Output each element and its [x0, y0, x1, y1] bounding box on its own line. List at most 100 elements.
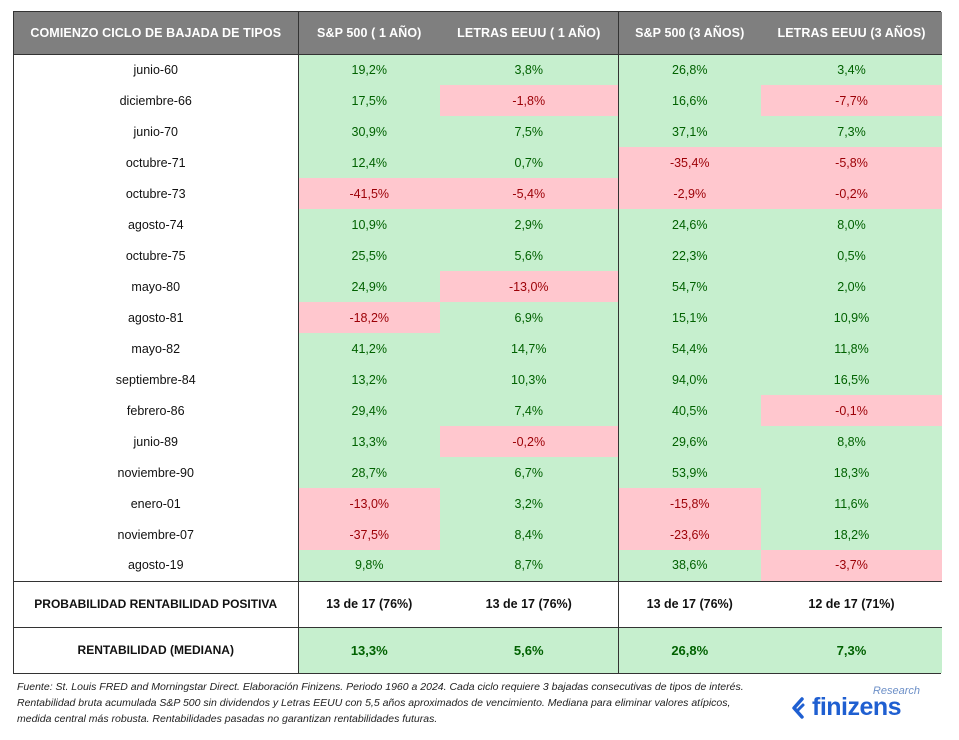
value-cell-sp500-3y: 29,6% [617, 426, 761, 457]
value-cell-sp500-1y: 9,8% [297, 550, 440, 581]
value-cell-sp500-1y: 17,5% [297, 85, 440, 116]
value-cell-letras-1y: 7,5% [440, 116, 618, 147]
table-row: octubre-75 25,5% 5,6% 22,3% 0,5% [14, 240, 942, 271]
logo-wordmark: finizens [812, 693, 902, 721]
value-cell-letras-3y: 0,5% [761, 240, 942, 271]
value-cell-letras-1y: 8,4% [440, 519, 618, 550]
value-cell-letras-1y: 10,3% [440, 364, 618, 395]
table-row: septiembre-84 13,2% 10,3% 94,0% 16,5% [14, 364, 942, 395]
value-cell-letras-1y: 8,7% [440, 550, 618, 581]
period-cell: enero-01 [14, 488, 298, 519]
probability-row: PROBABILIDAD RENTABILIDAD POSITIVA 13 de… [14, 580, 942, 627]
value-cell-sp500-1y: 10,9% [297, 209, 440, 240]
value-cell-letras-3y: -0,2% [761, 178, 942, 209]
table-row: junio-89 13,3% -0,2% 29,6% 8,8% [14, 426, 942, 457]
value-cell-letras-3y: 11,6% [761, 488, 942, 519]
probability-letras-1y: 13 de 17 (76%) [440, 580, 618, 627]
period-cell: agosto-19 [14, 550, 298, 581]
probability-sp500-1y: 13 de 17 (76%) [297, 580, 440, 627]
value-cell-letras-3y: -3,7% [761, 550, 942, 581]
table-row: junio-60 19,2% 3,8% 26,8% 3,4% [14, 54, 942, 85]
median-sp500-1y: 13,3% [297, 626, 440, 673]
period-cell: mayo-82 [14, 333, 298, 364]
table-row: agosto-19 9,8% 8,7% 38,6% -3,7% [14, 550, 942, 581]
value-cell-letras-3y: 18,2% [761, 519, 942, 550]
value-cell-letras-3y: 10,9% [761, 302, 942, 333]
value-cell-letras-3y: 2,0% [761, 271, 942, 302]
value-cell-sp500-3y: 54,4% [617, 333, 761, 364]
header-sp500-1y: S&P 500 ( 1 AÑO) [297, 12, 440, 55]
median-letras-1y: 5,6% [440, 626, 618, 673]
probability-letras-3y: 12 de 17 (71%) [761, 580, 942, 627]
value-cell-letras-3y: 7,3% [761, 116, 942, 147]
table-row: enero-01 -13,0% 3,2% -15,8% 11,6% [14, 488, 942, 519]
value-cell-sp500-1y: 41,2% [297, 333, 440, 364]
value-cell-letras-3y: 8,8% [761, 426, 942, 457]
median-letras-3y: 7,3% [761, 626, 942, 673]
table-row: agosto-81 -18,2% 6,9% 15,1% 10,9% [14, 302, 942, 333]
value-cell-sp500-3y: 40,5% [617, 395, 761, 426]
source-footnote: Fuente: St. Louis FRED and Morningstar D… [17, 681, 744, 725]
value-cell-sp500-3y: -35,4% [617, 147, 761, 178]
value-cell-sp500-3y: 53,9% [617, 457, 761, 488]
value-cell-sp500-1y: 13,2% [297, 364, 440, 395]
value-cell-letras-3y: 8,0% [761, 209, 942, 240]
table-row: octubre-71 12,4% 0,7% -35,4% -5,8% [14, 147, 942, 178]
table-row: noviembre-07 -37,5% 8,4% -23,6% 18,2% [14, 519, 942, 550]
value-cell-sp500-1y: -37,5% [297, 519, 440, 550]
table-row: junio-70 30,9% 7,5% 37,1% 7,3% [14, 116, 942, 147]
value-cell-sp500-1y: 19,2% [297, 54, 440, 85]
probability-label: PROBABILIDAD RENTABILIDAD POSITIVA [14, 580, 298, 627]
period-cell: junio-60 [14, 54, 298, 85]
value-cell-sp500-1y: 25,5% [297, 240, 440, 271]
header-sp500-3y: S&P 500 (3 AÑOS) [617, 12, 761, 55]
value-cell-letras-3y: 3,4% [761, 54, 942, 85]
period-cell: octubre-75 [14, 240, 298, 271]
table-header-row: COMIENZO CICLO DE BAJADA DE TIPOS S&P 50… [14, 12, 942, 55]
period-cell: junio-89 [14, 426, 298, 457]
header-period: COMIENZO CICLO DE BAJADA DE TIPOS [14, 12, 298, 55]
value-cell-letras-3y: 16,5% [761, 364, 942, 395]
header-letras-3y: LETRAS EEUU (3 AÑOS) [761, 12, 942, 55]
value-cell-letras-1y: 14,7% [440, 333, 618, 364]
value-cell-letras-1y: -1,8% [440, 85, 618, 116]
value-cell-letras-3y: 18,3% [761, 457, 942, 488]
period-cell: agosto-74 [14, 209, 298, 240]
value-cell-sp500-3y: 37,1% [617, 116, 761, 147]
table-row: octubre-73 -41,5% -5,4% -2,9% -0,2% [14, 178, 942, 209]
returns-table: COMIENZO CICLO DE BAJADA DE TIPOS S&P 50… [14, 12, 942, 673]
value-cell-letras-1y: 6,7% [440, 457, 618, 488]
value-cell-sp500-1y: 12,4% [297, 147, 440, 178]
value-cell-letras-3y: -5,8% [761, 147, 942, 178]
value-cell-sp500-1y: 13,3% [297, 426, 440, 457]
value-cell-sp500-1y: -41,5% [297, 178, 440, 209]
value-cell-letras-1y: 2,9% [440, 209, 618, 240]
value-cell-sp500-3y: 15,1% [617, 302, 761, 333]
value-cell-sp500-3y: 26,8% [617, 54, 761, 85]
value-cell-sp500-1y: 29,4% [297, 395, 440, 426]
finizens-logo: Research finizens [788, 685, 928, 725]
value-cell-letras-3y: 11,8% [761, 333, 942, 364]
table-row: mayo-80 24,9% -13,0% 54,7% 2,0% [14, 271, 942, 302]
period-cell: noviembre-07 [14, 519, 298, 550]
value-cell-sp500-1y: 24,9% [297, 271, 440, 302]
period-cell: noviembre-90 [14, 457, 298, 488]
value-cell-letras-1y: 7,4% [440, 395, 618, 426]
median-sp500-3y: 26,8% [617, 626, 761, 673]
value-cell-letras-1y: 3,8% [440, 54, 618, 85]
value-cell-sp500-1y: 28,7% [297, 457, 440, 488]
value-cell-sp500-3y: -23,6% [617, 519, 761, 550]
median-label: RENTABILIDAD (MEDIANA) [14, 626, 298, 673]
period-cell: febrero-86 [14, 395, 298, 426]
value-cell-sp500-1y: -18,2% [297, 302, 440, 333]
value-cell-sp500-3y: 16,6% [617, 85, 761, 116]
logo-research-tag: Research [872, 685, 920, 697]
value-cell-sp500-3y: 22,3% [617, 240, 761, 271]
period-cell: septiembre-84 [14, 364, 298, 395]
value-cell-sp500-1y: -13,0% [297, 488, 440, 519]
period-cell: octubre-71 [14, 147, 298, 178]
period-cell: octubre-73 [14, 178, 298, 209]
probability-sp500-3y: 13 de 17 (76%) [617, 580, 761, 627]
value-cell-sp500-3y: 38,6% [617, 550, 761, 581]
period-cell: agosto-81 [14, 302, 298, 333]
